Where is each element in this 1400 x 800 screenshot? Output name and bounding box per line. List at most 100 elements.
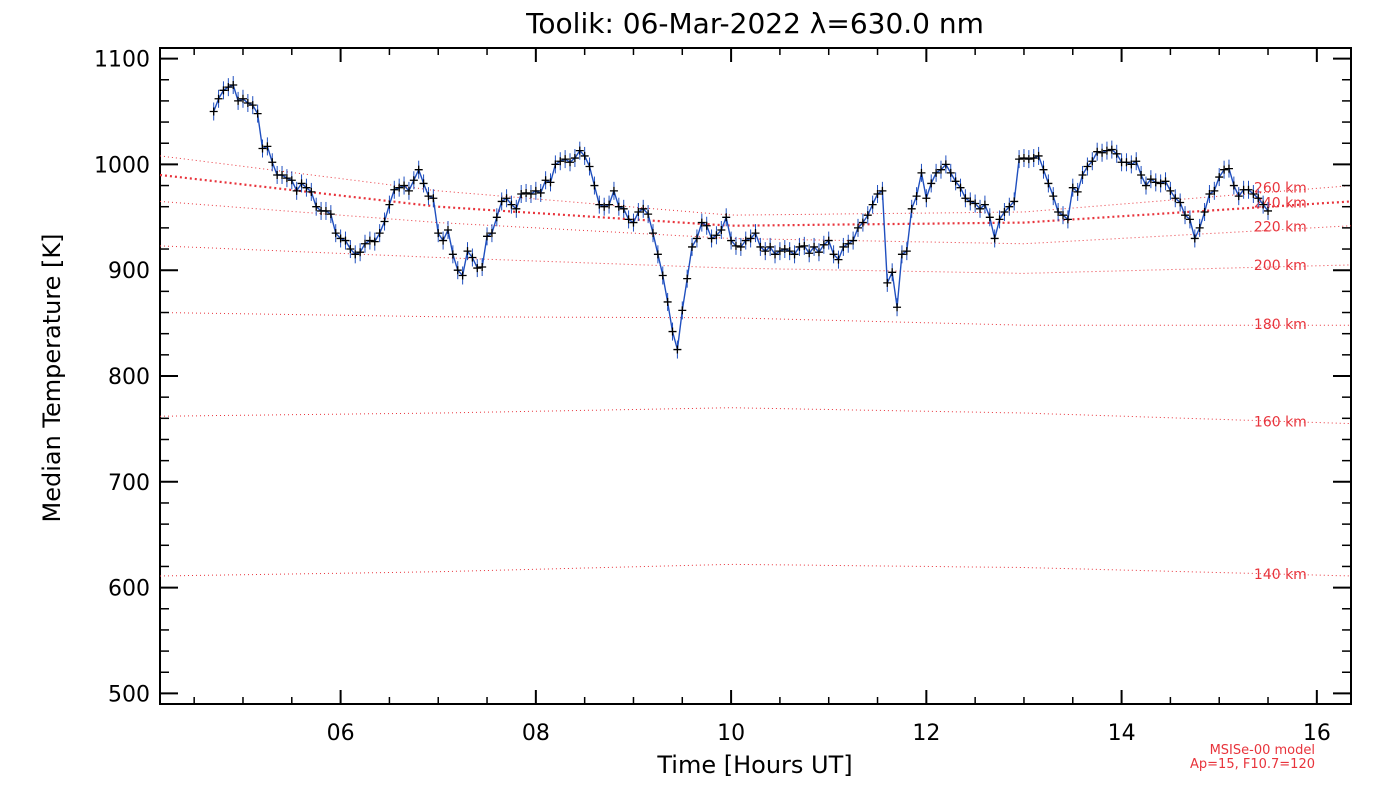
data-point: [287, 176, 296, 185]
data-point: [590, 181, 599, 190]
data-point: [1122, 158, 1131, 167]
data-point: [282, 174, 291, 183]
data-point: [673, 345, 682, 354]
data-point: [453, 266, 462, 275]
model-label-180-km: 180 km: [1254, 317, 1307, 333]
data-point: [1029, 154, 1038, 163]
data-point: [292, 186, 301, 195]
data-point: [1039, 165, 1048, 174]
data-point: [756, 242, 765, 251]
data-point: [526, 190, 535, 199]
model-curve-140-km: [159, 563, 1352, 577]
data-point: [1185, 215, 1194, 224]
data-point: [390, 185, 399, 194]
data-point: [736, 242, 745, 251]
data-point: [956, 183, 965, 192]
model-label-200-km: 200 km: [1254, 258, 1307, 274]
data-point: [727, 236, 736, 245]
data-point: [1059, 211, 1068, 220]
data-point: [1068, 183, 1077, 192]
data-point: [902, 247, 911, 256]
data-point: [209, 107, 218, 116]
data-point: [907, 204, 916, 213]
data-point: [844, 239, 853, 248]
data-point: [819, 240, 828, 249]
data-point: [512, 204, 521, 213]
y-tick-label: 800: [108, 365, 150, 390]
data-point: [653, 250, 662, 259]
data-point: [326, 210, 335, 219]
data-point: [1215, 173, 1224, 182]
data-point: [1229, 181, 1238, 190]
data-point: [751, 229, 760, 238]
data-point: [419, 179, 428, 188]
data-point: [1176, 198, 1185, 207]
data-point: [1171, 194, 1180, 203]
data-point: [668, 327, 677, 336]
data-point: [639, 204, 648, 213]
data-point: [1010, 197, 1019, 206]
data-point: [580, 151, 589, 160]
data-point: [1181, 211, 1190, 220]
data-point: [400, 181, 409, 190]
data-point: [941, 160, 950, 169]
data-point: [536, 188, 545, 197]
data-point: [1254, 194, 1263, 203]
data-point: [473, 264, 482, 273]
data-point: [741, 236, 750, 245]
data-point: [873, 190, 882, 199]
data-point: [1205, 190, 1214, 199]
data-point: [214, 94, 223, 103]
x-axis-label: Time [Hours UT]: [656, 751, 852, 779]
data-point: [448, 250, 457, 259]
data-point: [458, 271, 467, 280]
model-curves: 140 km 160 km 180 km 200 km 220 km 240 km260 …: [159, 155, 1352, 583]
data-point: [253, 109, 262, 118]
data-point: [619, 204, 628, 213]
data-point: [443, 225, 452, 234]
data-point: [1234, 192, 1243, 201]
data-point: [238, 94, 247, 103]
data-point: [1151, 178, 1160, 187]
data-point: [600, 202, 609, 211]
data-point: [1264, 206, 1273, 215]
x-tick-label: 12: [912, 721, 940, 746]
data-point: [263, 142, 272, 151]
data-point: [1249, 190, 1258, 199]
data-point: [688, 242, 697, 251]
data-point: [219, 86, 228, 95]
data-point: [1078, 170, 1087, 179]
data-point: [707, 234, 716, 243]
data-point: [248, 101, 257, 110]
data-point: [483, 232, 492, 241]
data-point: [487, 229, 496, 238]
data-point: [556, 157, 565, 166]
data-point: [883, 278, 892, 287]
data-point: [439, 236, 448, 245]
x-tick-label: 14: [1108, 721, 1136, 746]
data-point: [717, 225, 726, 234]
data-point: [634, 208, 643, 216]
data-point: [336, 234, 345, 243]
data-point: [356, 248, 365, 257]
data-point: [863, 211, 872, 220]
data-point: [936, 165, 945, 174]
data-point: [1244, 185, 1253, 194]
data-point: [551, 160, 560, 169]
data-point: [1107, 145, 1116, 154]
data-point: [854, 223, 863, 232]
model-curve-160-km: [159, 407, 1352, 425]
data-point: [1073, 187, 1082, 196]
data-point: [595, 200, 604, 209]
data-point: [805, 249, 814, 258]
data-point: [541, 176, 550, 185]
data-point: [409, 176, 418, 185]
model-label-240-km: 240 km: [1254, 196, 1307, 212]
data-point: [917, 168, 926, 177]
data-point: [434, 229, 443, 238]
data-point: [1137, 170, 1146, 179]
data-point: [1166, 186, 1175, 195]
data-point: [966, 197, 975, 206]
data-point: [722, 213, 731, 222]
data-point: [614, 202, 623, 211]
